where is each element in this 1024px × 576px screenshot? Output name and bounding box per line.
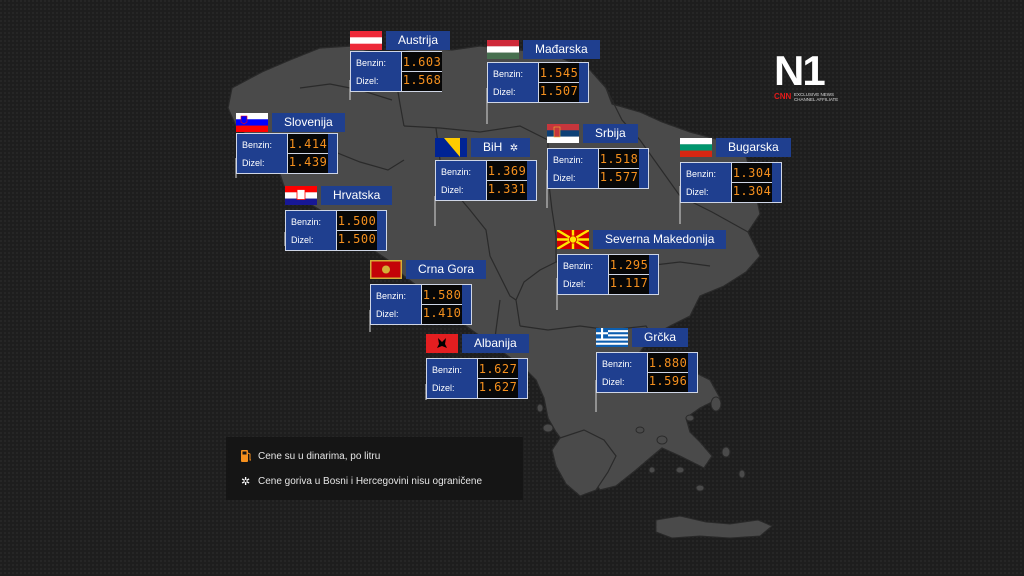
- n1-logo-text: N1: [774, 47, 826, 94]
- dizel-price: 1.596: [648, 374, 688, 388]
- flag-austria-icon: [350, 31, 382, 50]
- country-name: Grčka: [632, 328, 689, 347]
- dizel-label: Dizel:: [493, 87, 516, 97]
- country-name: Bugarska: [716, 138, 791, 157]
- benzin-label: Benzin:: [356, 58, 387, 68]
- flag-hungary-icon: [487, 40, 519, 59]
- cnn-logo-text: CNN: [774, 92, 792, 101]
- dizel-price: 1.331: [487, 182, 527, 196]
- dizel-price: 1.439: [288, 155, 328, 169]
- benzin-label: Benzin:: [602, 359, 633, 369]
- benzin-price: 1.603: [402, 55, 442, 69]
- flag-bulgaria-icon: [680, 138, 712, 157]
- benzin-price: 1.295: [609, 258, 649, 272]
- country-name: Slovenija: [272, 113, 345, 132]
- dizel-label: Dizel:: [242, 158, 265, 168]
- dizel-label: Dizel:: [553, 173, 576, 183]
- benzin-price: 1.627: [478, 362, 518, 376]
- dizel-price: 1.568: [402, 73, 442, 87]
- dizel-label: Dizel:: [602, 377, 625, 387]
- legend-bih-note: Cene goriva u Bosni i Hercegovini nisu o…: [258, 476, 483, 487]
- dizel-label: Dizel:: [356, 76, 379, 86]
- peloponnese: [551, 429, 617, 497]
- benzin-price: 1.880: [648, 356, 688, 370]
- asterisk-icon: ✲: [509, 143, 519, 154]
- benzin-price: 1.580: [422, 288, 462, 302]
- country-name: Mađarska: [523, 40, 600, 59]
- legend-currency-note: Cene su u dinarima, po litru: [258, 451, 381, 462]
- dizel-price: 1.304: [732, 184, 772, 198]
- benzin-label: Benzin:: [686, 169, 717, 179]
- benzin-label: Benzin:: [563, 261, 594, 271]
- country-name: Austrija: [386, 31, 451, 50]
- benzin-label: Benzin:: [493, 69, 524, 79]
- benzin-label: Benzin:: [242, 140, 273, 150]
- fuel-pump-icon: [241, 450, 251, 462]
- dizel-label: Dizel:: [686, 187, 709, 197]
- benzin-price: 1.304: [732, 166, 772, 180]
- benzin-price: 1.518: [599, 152, 639, 166]
- dizel-label: Dizel:: [432, 383, 455, 393]
- dizel-price: 1.577: [599, 170, 639, 184]
- country-name: Hrvatska: [321, 186, 393, 205]
- flag-serbia-icon: [547, 124, 579, 143]
- benzin-label: Benzin:: [291, 217, 322, 227]
- n1-cnn-logo: N1 CNN EXCLUSIVE NEWS CHANNEL AFFILIATE: [774, 50, 844, 106]
- benzin-label: Benzin:: [432, 365, 463, 375]
- dizel-price: 1.507: [539, 84, 579, 98]
- country-name: BiH ✲: [471, 138, 531, 157]
- country-name: Crna Gora: [406, 260, 487, 279]
- flag-slovenia-icon: [236, 113, 268, 132]
- dizel-label: Dizel:: [376, 309, 399, 319]
- dizel-label: Dizel:: [441, 185, 464, 195]
- flag-montenegro-icon: [370, 260, 402, 279]
- benzin-price: 1.545: [539, 66, 579, 80]
- benzin-label: Benzin:: [376, 291, 407, 301]
- dizel-label: Dizel:: [291, 235, 314, 245]
- flag-bih-icon: [435, 138, 467, 157]
- dizel-label: Dizel:: [563, 279, 586, 289]
- dizel-price: 1.500: [337, 232, 377, 246]
- benzin-label: Benzin:: [553, 155, 584, 165]
- asterisk-icon: ✲: [241, 476, 251, 488]
- affiliate-text: EXCLUSIVE NEWS CHANNEL AFFILIATE: [794, 92, 839, 102]
- flag-greece-icon: [596, 328, 628, 347]
- flag-croatia-icon: [285, 186, 317, 205]
- dizel-price: 1.410: [422, 306, 462, 320]
- flag-albania-icon: [426, 334, 458, 353]
- crete: [655, 515, 773, 539]
- benzin-price: 1.369: [487, 164, 527, 178]
- benzin-label: Benzin:: [441, 167, 472, 177]
- country-name: Srbija: [583, 124, 638, 143]
- flag-north-macedonia-icon: [557, 230, 589, 249]
- legend: Cene su u dinarima, po litru ✲ Cene gori…: [226, 437, 523, 500]
- country-name: Severna Makedonija: [593, 230, 727, 249]
- benzin-price: 1.500: [337, 214, 377, 228]
- benzin-price: 1.414: [288, 137, 328, 151]
- dizel-price: 1.117: [609, 276, 649, 290]
- country-name: Albanija: [462, 334, 529, 353]
- dizel-price: 1.627: [478, 380, 518, 394]
